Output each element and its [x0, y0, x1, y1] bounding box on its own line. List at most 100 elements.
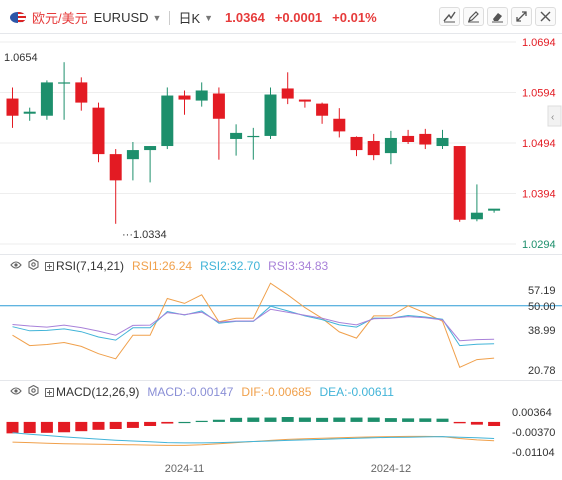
macd-bar	[384, 418, 397, 422]
candle[interactable]	[109, 149, 122, 224]
expand-square-icon[interactable]	[45, 387, 54, 397]
macd-bar	[367, 417, 380, 422]
rsi-chart[interactable]: 57.19 50.00 38.99 20.78	[0, 276, 562, 380]
pen-icon	[468, 11, 479, 23]
candle[interactable]	[367, 133, 380, 161]
macd-bar	[92, 421, 105, 430]
candle[interactable]	[316, 102, 329, 124]
macd-chart[interactable]: 0.00364 -0.00370 -0.01104 2024-11 2024-12	[0, 402, 562, 480]
eraser-button[interactable]	[487, 7, 508, 26]
rsi1-value: RSI1:26.24	[132, 259, 193, 273]
chart-header: 欧元/美元 EURUSD ▼ 日K ▼ 1.0364 +0.0001 +0.01…	[0, 0, 562, 34]
candle-body	[92, 107, 105, 155]
candle-body	[281, 88, 294, 99]
rsi-line-rsi3	[12, 308, 495, 342]
candle[interactable]	[470, 184, 483, 222]
rsi-name: RSI(7,14,21)	[56, 259, 125, 273]
candle[interactable]	[178, 90, 191, 115]
candle[interactable]	[298, 99, 311, 108]
divider	[0, 254, 562, 255]
candle-body	[6, 98, 19, 116]
collapse-panel-button[interactable]: ‹	[547, 105, 562, 127]
candle-body	[212, 93, 225, 119]
candle[interactable]	[402, 129, 415, 145]
period-selector[interactable]: 日K	[178, 11, 201, 26]
chevron-down-icon[interactable]: ▼	[152, 12, 162, 23]
settings-icon[interactable]	[28, 258, 39, 273]
rsi-line-rsi1	[12, 282, 495, 368]
candle[interactable]	[58, 62, 71, 120]
candle[interactable]	[436, 129, 449, 150]
close-icon	[540, 11, 551, 22]
candlestick-chart[interactable]: 1.0654 ···1.0334 1.0694 1.0594 1.0494 1.039…	[0, 34, 562, 254]
chevron-left-icon: ‹	[551, 112, 554, 123]
pair-name[interactable]: 欧元/美元	[32, 11, 88, 26]
pair-symbol[interactable]: EURUSD	[93, 10, 149, 25]
candle[interactable]	[144, 146, 157, 183]
macd-line-dea	[12, 432, 495, 444]
macd-bar	[436, 418, 449, 422]
candle-body	[230, 132, 243, 139]
expand-icon	[516, 11, 527, 22]
y-tick-label: 0.00364	[512, 407, 552, 419]
candle[interactable]	[23, 107, 36, 121]
candle[interactable]	[247, 127, 260, 160]
macd-bar	[230, 417, 243, 422]
candle-body	[75, 82, 88, 103]
candle[interactable]	[126, 141, 139, 181]
candle[interactable]	[488, 208, 501, 213]
settings-icon[interactable]	[28, 384, 39, 399]
candle[interactable]	[384, 130, 397, 165]
candle[interactable]	[92, 102, 105, 163]
macd-bar	[453, 421, 466, 424]
y-tick-label: 20.78	[528, 365, 556, 377]
candle[interactable]	[419, 128, 432, 150]
divider	[0, 380, 562, 381]
chevron-down-icon[interactable]: ▼	[204, 12, 214, 23]
pen-button[interactable]	[463, 7, 484, 26]
candle[interactable]	[230, 124, 243, 156]
candle-body	[247, 135, 260, 138]
candle[interactable]	[264, 87, 277, 139]
candle-body	[350, 136, 363, 151]
macd-bar	[23, 421, 36, 434]
macd-bar	[126, 421, 139, 428]
y-tick-label: 38.99	[528, 325, 556, 337]
candle[interactable]	[40, 80, 53, 120]
macd-bar	[402, 418, 415, 422]
eye-icon[interactable]	[10, 259, 22, 273]
candle-body	[264, 94, 277, 136]
macd-bar	[247, 417, 260, 422]
eye-icon[interactable]	[10, 385, 22, 399]
y-tick-label: -0.01104	[512, 447, 555, 459]
divider	[169, 10, 171, 25]
candle[interactable]	[453, 146, 466, 222]
macd-bar	[178, 421, 191, 424]
macd-bar	[281, 417, 294, 422]
candle[interactable]	[350, 136, 363, 157]
candle[interactable]	[75, 77, 88, 111]
y-tick-label: 1.0494	[522, 138, 556, 150]
candle-body	[40, 82, 53, 116]
low-price-label: ···1.0334	[122, 229, 167, 241]
candle-body	[402, 135, 415, 142]
macd-header: MACD(12,26,9) MACD:-0.00147 DIF:-0.00685…	[10, 384, 394, 399]
y-tick-label: 1.0694	[522, 37, 556, 49]
candle[interactable]	[281, 72, 294, 105]
macd-bar	[144, 421, 157, 427]
expand-square-icon[interactable]	[45, 261, 54, 271]
draw-line-button[interactable]	[439, 7, 460, 26]
eu-us-flag-icon	[10, 12, 26, 23]
macd-bar	[161, 421, 174, 424]
candle[interactable]	[6, 87, 19, 128]
y-tick-label: 57.19	[528, 285, 556, 297]
rsi-header: RSI(7,14,21) RSI1:26.24 RSI2:32.70 RSI3:…	[10, 258, 328, 273]
close-button[interactable]	[535, 7, 556, 26]
macd-bar	[316, 417, 329, 422]
expand-button[interactable]	[511, 7, 532, 26]
macd-bar	[350, 417, 363, 422]
candle[interactable]	[333, 108, 346, 138]
candle[interactable]	[212, 87, 225, 160]
candle[interactable]	[195, 82, 208, 107]
candle[interactable]	[161, 87, 174, 150]
